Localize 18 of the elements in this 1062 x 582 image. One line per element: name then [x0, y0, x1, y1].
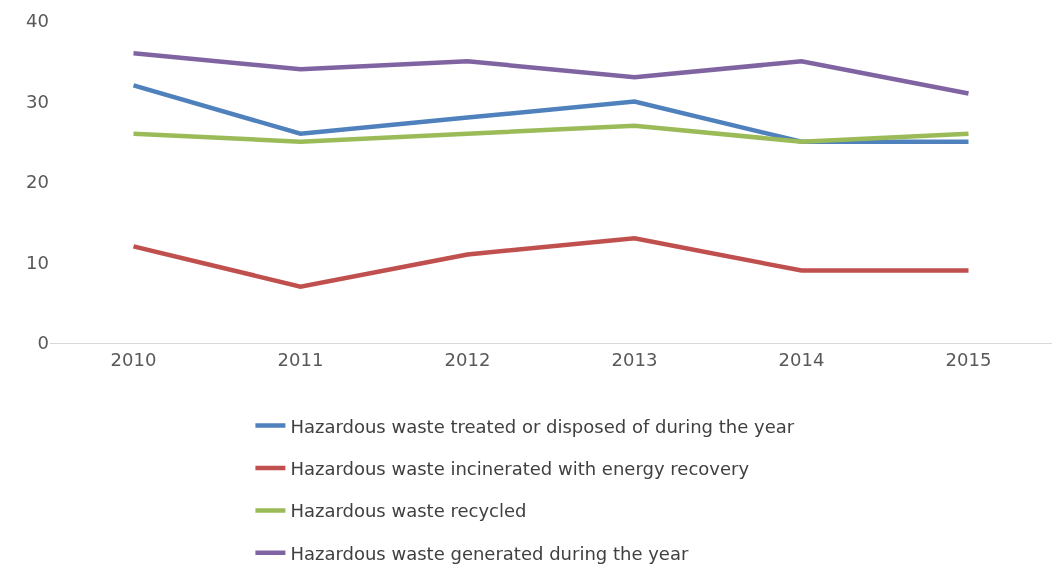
x-tick-label: 2014	[778, 348, 825, 370]
y-tick-label: 0	[37, 332, 49, 354]
legend-label: Hazardous waste incinerated with energy recovery	[290, 458, 750, 480]
x-tick-label: 2010	[110, 348, 157, 370]
legend-label: Hazardous waste recycled	[290, 500, 527, 522]
x-tick-label: 2012	[444, 348, 491, 370]
y-tick-label: 40	[26, 10, 49, 32]
line-series	[131, 83, 971, 144]
x-tick-label: 2013	[611, 348, 658, 370]
y-tick-label: 30	[26, 90, 49, 112]
legend-label: Hazardous waste treated or disposed of during the year	[290, 415, 795, 437]
y-tick-label: 20	[26, 171, 49, 193]
y-tick-label: 10	[26, 251, 49, 273]
line-series	[131, 236, 971, 289]
legend-label: Hazardous waste generated during the year	[290, 542, 689, 564]
line-series	[131, 50, 971, 96]
x-tick-label: 2015	[945, 348, 992, 370]
x-tick-label: 2011	[277, 348, 324, 370]
